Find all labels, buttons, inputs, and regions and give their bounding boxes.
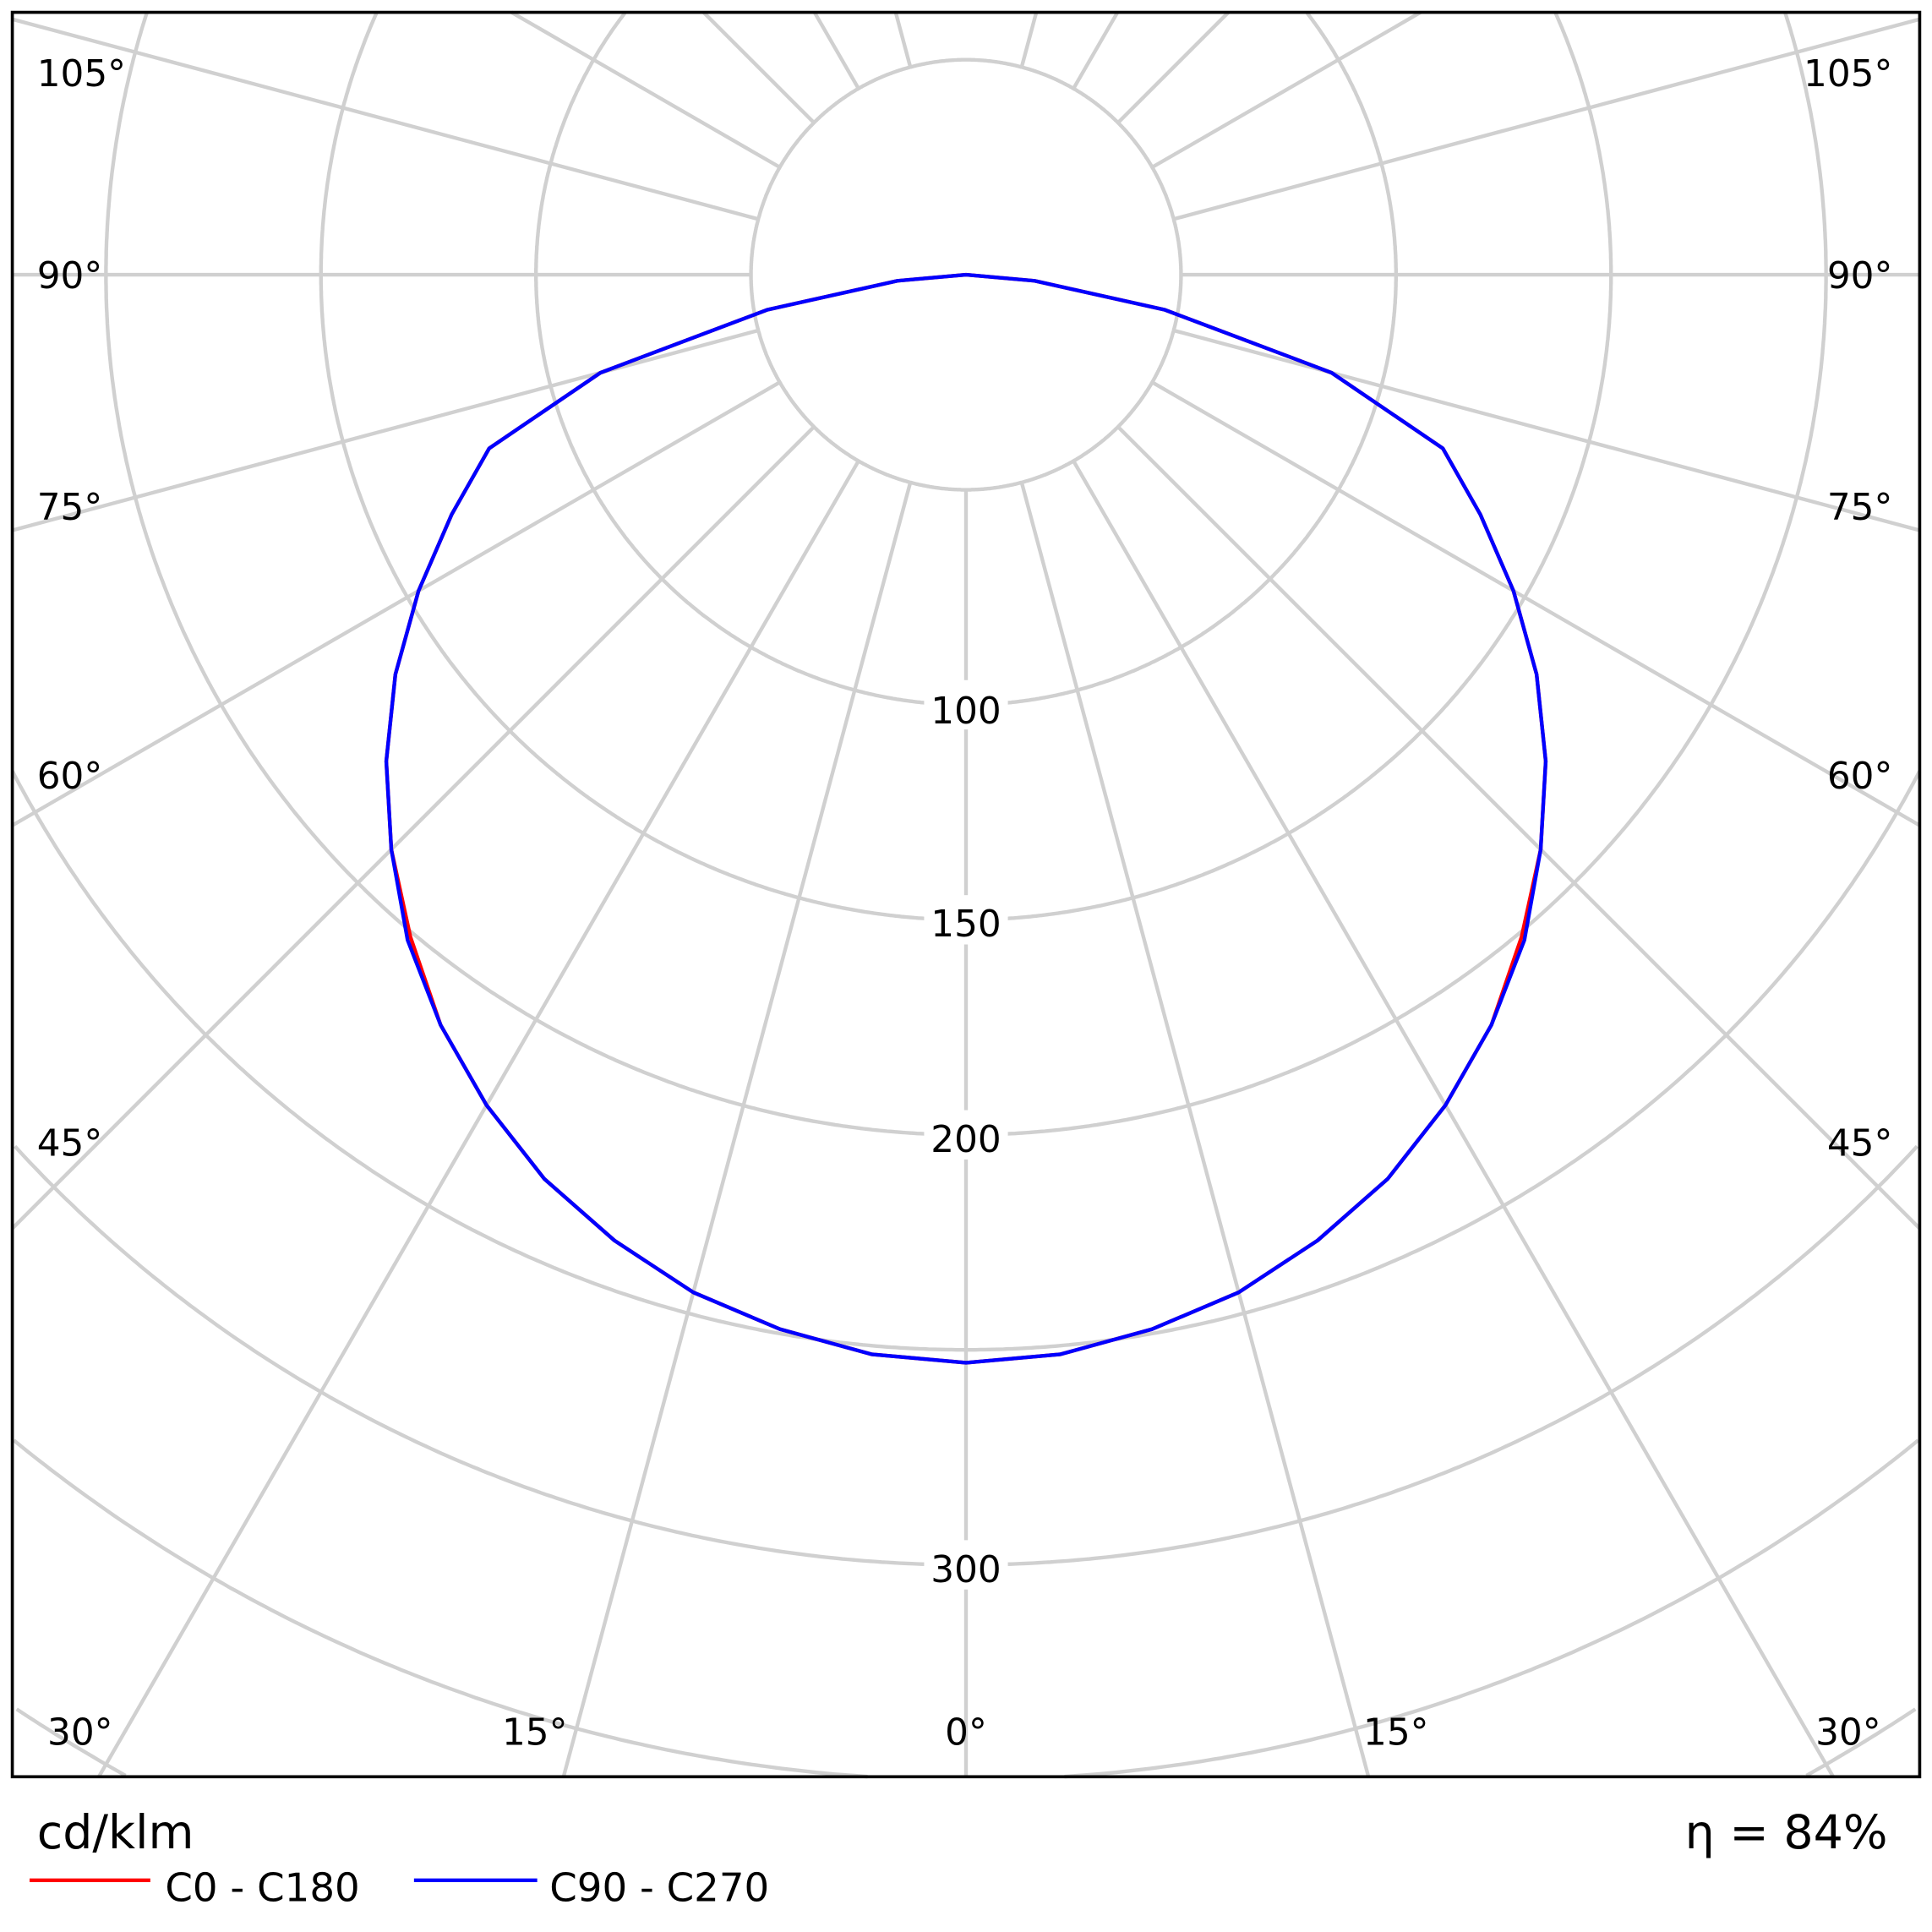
grid-spoke — [1072, 460, 1835, 1778]
grid-spoke — [561, 482, 913, 1777]
grid-spoke — [1173, 328, 1920, 532]
angle-label-bottom: 15° — [502, 1711, 568, 1754]
grid-spoke — [1151, 10, 1422, 169]
legend-label-c90-c270: C90 - C270 — [549, 1866, 769, 1912]
grid-spoke — [97, 460, 860, 1778]
angle-label-left: 90° — [37, 254, 103, 297]
angle-label-bottom: 30° — [47, 1711, 113, 1754]
grid-spoke — [1116, 425, 1921, 1231]
radial-tick-label: 200 — [931, 1118, 1001, 1161]
unit-label: cd/klm — [37, 1806, 194, 1860]
angle-label-bottom: 0° — [945, 1711, 987, 1754]
polar-grid — [10, 10, 1922, 1779]
tick-label-background — [924, 1110, 1008, 1160]
efficiency-label: η = 84% — [1685, 1806, 1888, 1860]
angle-label-bottom: 30° — [1815, 1711, 1881, 1754]
grid-ring — [10, 770, 1922, 1352]
grid-ring — [104, 12, 1828, 1137]
grid-spoke — [1116, 11, 1231, 124]
grid-spoke — [12, 17, 759, 221]
angle-label-left: 45° — [37, 1122, 103, 1165]
grid-spoke — [1019, 482, 1371, 1777]
grid-ring — [534, 12, 1398, 707]
grid-ring — [12, 1438, 1920, 1779]
angle-label-right: 75° — [1827, 486, 1893, 529]
legend-label-c0-c180: C0 - C180 — [165, 1866, 359, 1912]
angle-label-right: 90° — [1827, 254, 1893, 297]
tick-label-background — [924, 1540, 1008, 1590]
angle-label-left: 60° — [37, 755, 103, 798]
angle-label-left: 105° — [37, 52, 126, 96]
grid-spoke — [1173, 17, 1920, 221]
grid-ring — [14, 1144, 1918, 1567]
grid-spoke — [1151, 380, 1921, 827]
radial-tick-label: 100 — [931, 690, 1001, 733]
grid-spoke — [893, 12, 913, 68]
grid-spoke — [1019, 12, 1039, 68]
angle-label-right: 45° — [1827, 1122, 1893, 1165]
grid-ring — [319, 11, 1613, 922]
angle-label-right: 105° — [1804, 52, 1892, 96]
radial-tick-label: 150 — [931, 903, 1001, 946]
grid-spoke — [510, 10, 781, 169]
tick-label-background — [924, 895, 1008, 945]
grid-spoke — [11, 380, 781, 827]
grid-spoke — [12, 328, 759, 532]
grid-spoke — [11, 425, 816, 1231]
grid-spoke — [701, 11, 816, 124]
radial-tick-label: 300 — [931, 1548, 1001, 1591]
series-curve-c90-c270 — [384, 272, 1548, 1365]
angle-label-right: 60° — [1827, 755, 1893, 798]
tick-label-background — [924, 679, 1008, 730]
grid-spoke — [812, 11, 860, 90]
chart-frame — [10, 10, 1922, 1779]
angle-label-bottom: 15° — [1363, 1711, 1429, 1754]
grid-spoke — [1072, 11, 1120, 90]
angle-label-left: 75° — [37, 486, 103, 529]
